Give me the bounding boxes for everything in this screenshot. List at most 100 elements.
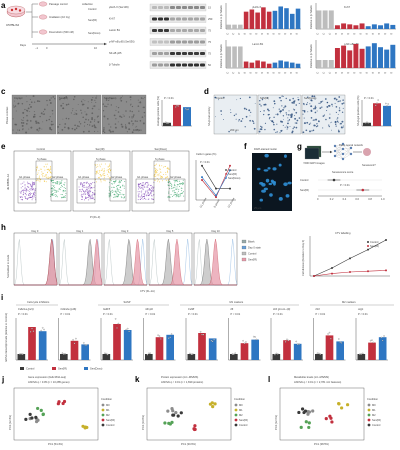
bar	[240, 343, 249, 360]
blot-band	[194, 40, 199, 44]
gene-title: Gdf15	[103, 307, 111, 311]
pca-point	[297, 410, 301, 415]
bar-tick: C	[327, 32, 331, 35]
flow-plot-title: Control	[37, 147, 46, 151]
point	[215, 194, 217, 197]
phase-gate-label: S phase	[37, 157, 47, 161]
phase-contrast-image	[56, 94, 102, 135]
panel-c-scale: 100 μm	[133, 128, 142, 132]
bar-tick: S	[289, 32, 293, 35]
lane-control: Control	[88, 7, 97, 11]
pca-panels: j Gene expression (bulk RNA-seq)ANOVA q <…	[1, 375, 381, 446]
panel-h-label: h	[1, 223, 6, 232]
pca-subtitle: ANOVA q < 0.05 (n = 10,285 genes)	[28, 380, 70, 384]
bar-tick: S	[383, 32, 387, 35]
bar	[289, 13, 295, 29]
phase-gate-label: G2 phase	[52, 175, 64, 179]
panel-d: d SA-β-Gal activity Control Sen(IR) Sen(Do…	[204, 87, 392, 135]
point	[201, 164, 203, 167]
panel-g-step1: >500 DAPI images	[303, 161, 325, 165]
phase-gate-label: G2 phase	[170, 175, 182, 179]
legend-entry: Control	[239, 423, 248, 427]
bar	[123, 330, 132, 360]
blot-band	[158, 52, 163, 55]
score-point	[361, 188, 365, 192]
bar	[284, 8, 289, 29]
bar	[357, 354, 366, 360]
blot-band	[170, 40, 175, 44]
bar	[272, 354, 281, 360]
bar	[295, 8, 301, 29]
bar-tick: C	[315, 32, 319, 35]
panel-a: C57BL/6J Passage control Irradiation (10…	[6, 1, 396, 74]
phase-gate-label: S phase	[96, 157, 106, 161]
point	[349, 257, 351, 260]
kda-label: 75	[208, 40, 211, 44]
p-value: P < 0.01	[146, 312, 156, 316]
point	[215, 196, 217, 199]
panel-label: k	[135, 375, 140, 384]
nucleus	[268, 182, 273, 186]
ctv-histogram: Day 1	[58, 229, 103, 286]
point	[385, 239, 387, 241]
bar	[293, 343, 302, 360]
x-tick: 1.0	[381, 197, 385, 201]
blot-band	[188, 17, 193, 21]
bar	[272, 10, 278, 30]
panel-e-xaxis: PI (FL-3)	[90, 215, 100, 219]
bar	[363, 122, 371, 126]
point	[313, 275, 315, 277]
blot-band	[164, 29, 169, 32]
bar	[371, 24, 377, 29]
legend-swatch	[101, 418, 105, 422]
panel-d-label: d	[204, 87, 209, 96]
p-value: P < 0.01	[18, 312, 28, 316]
pca-point	[330, 420, 334, 424]
bar-tick: S	[271, 71, 275, 74]
p-value: P < 0.01	[340, 183, 350, 187]
bar	[316, 60, 322, 68]
phase-contrast-image	[101, 94, 147, 135]
chart-ylabel: Cell division (Relative to Day 0)	[301, 240, 305, 276]
blot-band	[200, 40, 205, 44]
histogram-title: Day 3	[122, 229, 129, 233]
pca-point	[61, 401, 65, 406]
blot-band	[158, 17, 163, 21]
pca-point	[324, 417, 328, 421]
legend-entry: Sen(IR)	[372, 418, 381, 422]
histogram-title: Day 0	[32, 229, 39, 233]
pca-point	[176, 414, 180, 418]
blot-label: γH2A.X (Ser139)	[109, 5, 129, 9]
bar-tick: S	[248, 32, 252, 35]
bar	[328, 10, 334, 29]
pca-point	[299, 425, 303, 429]
p-value: P < 0.01	[316, 312, 326, 316]
panel-g-question: Senescent?	[362, 163, 376, 167]
irradiation-label: Irradiation (10 Gy)	[49, 15, 70, 19]
point	[229, 164, 231, 167]
bar	[238, 46, 243, 68]
blot-band	[176, 29, 181, 32]
bar	[28, 327, 36, 360]
bar-tick: C	[327, 71, 331, 74]
x-tick: 0.4	[343, 197, 347, 201]
doxorubicin-label: Doxorubicin (500 nM)	[49, 30, 74, 34]
bar	[368, 342, 376, 360]
panel-d-ylabel: SA-β-Gal activity	[207, 106, 211, 126]
blot-band	[164, 63, 169, 67]
pca-point	[39, 408, 43, 412]
bar-chart-title: Lamin B1	[252, 42, 264, 46]
bar	[60, 354, 68, 360]
nucleus	[278, 163, 282, 167]
blot-band	[182, 6, 187, 9]
bar-tick: S	[254, 71, 258, 74]
phase-gate-label: G1 phase	[78, 175, 90, 179]
blot-band	[194, 29, 199, 32]
blot-band	[152, 29, 157, 32]
x-tick: S phase	[212, 198, 221, 209]
bar	[243, 61, 249, 68]
